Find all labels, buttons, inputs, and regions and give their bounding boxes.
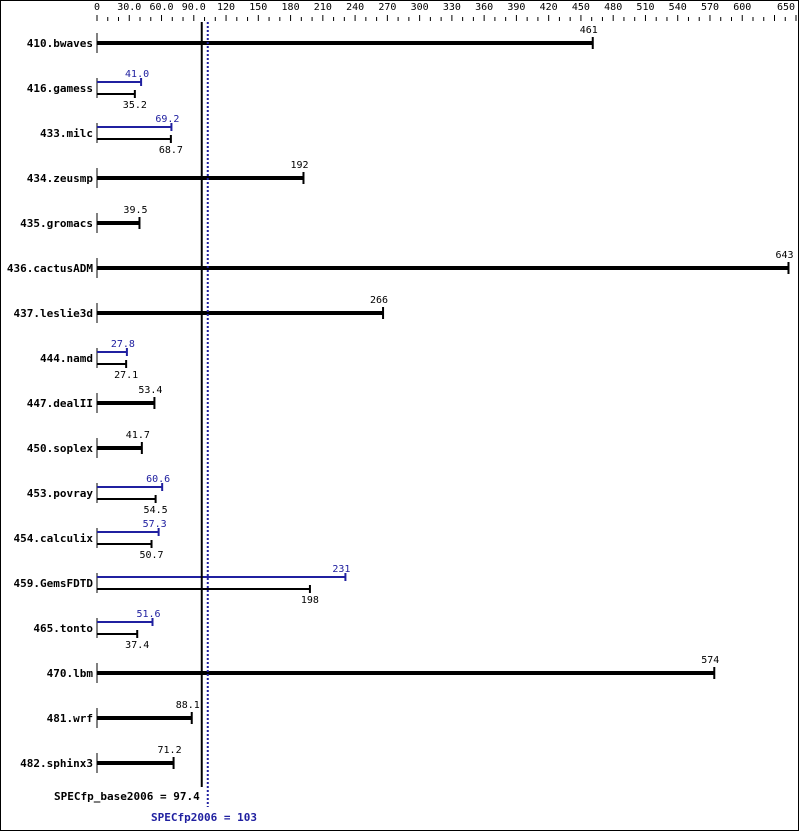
axis-tick-label: 150 [249,2,267,13]
base-value-label: 71.2 [158,745,182,756]
base-value-label: 643 [775,250,793,261]
axis-tick-label: 330 [443,2,461,13]
benchmark-label: 481.wrf [47,712,93,725]
benchmark-label: 444.namd [40,352,93,365]
axis-tick-label: 0 [94,2,100,13]
base-value-label: 27.1 [114,370,138,381]
benchmark-label: 416.gamess [27,82,93,95]
peak-reference-label: SPECfp2006 = 103 [151,811,257,824]
base-value-label: 37.4 [125,640,149,651]
axis-tick-label: 510 [636,2,654,13]
peak-value-label: 41.0 [125,69,149,80]
base-value-label: 461 [580,25,598,36]
base-value-label: 50.7 [139,550,163,561]
peak-value-label: 57.3 [143,519,167,530]
benchmark-label: 459.GemsFDTD [14,577,94,590]
base-value-label: 574 [701,655,719,666]
benchmark-label: 453.povray [27,487,94,500]
benchmark-label: 470.lbm [47,667,94,680]
axis-tick-label: 270 [378,2,396,13]
axis-tick-label: 390 [507,2,525,13]
benchmark-label: 434.zeusmp [27,172,94,185]
base-value-label: 198 [301,595,319,606]
peak-value-label: 27.8 [111,339,135,350]
axis-tick-label: 360 [475,2,493,13]
base-value-label: 39.5 [123,205,147,216]
base-value-label: 266 [370,295,388,306]
base-value-label: 54.5 [144,505,168,516]
base-value-label: 53.4 [138,385,162,396]
axis-tick-label: 570 [701,2,719,13]
benchmark-label: 465.tonto [33,622,93,635]
benchmark-label: 410.bwaves [27,37,93,50]
benchmark-label: 450.soplex [27,442,94,455]
axis-tick-label: 120 [217,2,235,13]
base-value-label: 68.7 [159,145,183,156]
benchmark-label: 447.dealII [27,397,93,410]
benchmark-label: 482.sphinx3 [20,757,93,770]
benchmark-label: 435.gromacs [20,217,93,230]
axis-tick-label: 60.0 [149,2,173,13]
axis-tick-label: 240 [346,2,364,13]
axis-tick-label: 300 [411,2,429,13]
axis-tick-label: 90.0 [182,2,206,13]
base-value-label: 88.1 [176,700,200,711]
peak-value-label: 51.6 [136,609,160,620]
benchmark-label: 433.milc [40,127,93,140]
axis-tick-label: 210 [314,2,332,13]
benchmark-label: 437.leslie3d [14,307,93,320]
axis-tick-label: 650 [777,2,795,13]
peak-value-label: 231 [332,564,350,575]
axis-tick-label: 30.0 [117,2,141,13]
base-value-label: 35.2 [123,100,147,111]
axis-tick-label: 420 [540,2,558,13]
benchmark-label: 436.cactusADM [7,262,93,275]
peak-value-label: 60.6 [146,474,170,485]
benchmark-label: 454.calculix [14,532,94,545]
axis-tick-label: 600 [733,2,751,13]
base-reference-label: SPECfp_base2006 = 97.4 [54,790,200,803]
axis-tick-label: 180 [282,2,300,13]
peak-value-label: 69.2 [155,114,179,125]
axis-tick-label: 480 [604,2,622,13]
base-value-label: 41.7 [126,430,150,441]
axis-tick-label: 450 [572,2,590,13]
base-value-label: 192 [290,160,308,171]
axis-tick-label: 540 [669,2,687,13]
